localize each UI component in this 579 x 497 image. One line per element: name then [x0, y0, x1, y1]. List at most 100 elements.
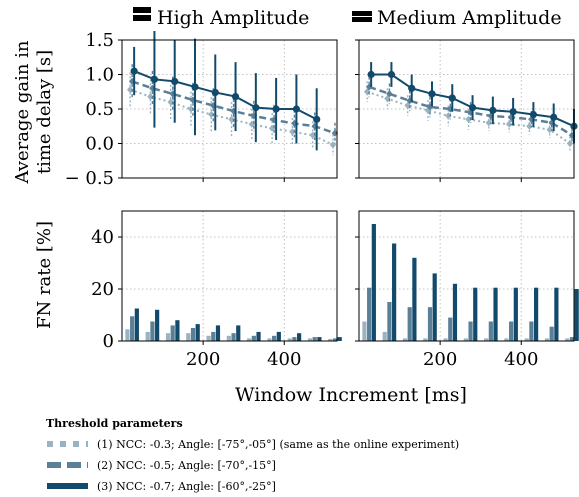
axes-frame: [121, 210, 338, 342]
bar-series3: [574, 289, 579, 341]
bar-series2: [448, 317, 453, 341]
marker-series2: [507, 113, 515, 121]
bar-series2: [367, 287, 372, 341]
bar-series1: [267, 338, 272, 341]
title-swatch-icon: [133, 15, 151, 21]
marker-series1: [126, 86, 134, 94]
bar-series1: [247, 338, 252, 341]
bar-series3: [317, 337, 322, 341]
bar-series2: [529, 321, 534, 341]
legend-entry-1: (1) NCC: -0.3; Angle: [-75°,-05°] (same …: [97, 438, 459, 451]
bar-series3: [392, 243, 397, 341]
marker-series3: [489, 106, 497, 114]
bar-series3: [236, 325, 241, 341]
column-title-right: Medium Amplitude: [352, 7, 562, 29]
marker-series2: [149, 84, 156, 92]
marker-series3: [292, 105, 301, 113]
bar-series1: [382, 331, 387, 341]
bar-series2: [251, 335, 256, 341]
bar-series2: [272, 335, 277, 341]
legend-title: Threshold parameters: [46, 417, 183, 430]
bar-series3: [215, 325, 221, 341]
bar-series1: [125, 329, 130, 341]
bar-series2: [569, 337, 575, 341]
marker-series2: [406, 97, 413, 105]
bar-series2: [231, 333, 236, 341]
marker-series3: [550, 113, 558, 121]
bar-series3: [195, 324, 200, 341]
bar-series2: [468, 321, 473, 341]
title-high-amplitude: High Amplitude: [157, 7, 309, 29]
bar-series1: [186, 333, 191, 341]
bar-series2: [387, 302, 392, 341]
bar-series2: [292, 337, 297, 341]
bar-series3: [256, 331, 261, 341]
bar-series3: [371, 224, 376, 341]
marker-series2: [528, 115, 535, 123]
marker-series2: [365, 83, 373, 91]
marker-series2: [548, 119, 555, 127]
bar-series3: [134, 308, 139, 341]
ytick-label: 0.5: [85, 99, 114, 120]
marker-series3: [150, 75, 159, 83]
legend-entry-3: (3) NCC: -0.7; Angle: [-60°,-25°]: [97, 480, 276, 493]
bar-series1: [565, 338, 570, 341]
bar-series2: [170, 325, 175, 341]
ytick-label: 1.5: [85, 30, 114, 51]
bar-series1: [443, 338, 448, 341]
marker-series1: [526, 122, 533, 130]
legend-entry-2: (2) NCC: -0.5; Angle: [-70°,-15°]: [97, 459, 276, 472]
bar-series2: [549, 326, 554, 341]
bar-series1: [484, 338, 489, 341]
bar-series1: [287, 338, 292, 341]
marker-series1: [505, 120, 513, 128]
bar-series3: [473, 287, 478, 341]
marker-series3: [313, 115, 321, 123]
bar-series3: [534, 287, 539, 341]
marker-series3: [231, 92, 240, 101]
marker-series3: [529, 110, 538, 119]
marker-series3: [387, 70, 396, 79]
marker-series3: [191, 83, 199, 91]
bar-series1: [328, 338, 333, 341]
bar-series1: [544, 338, 550, 341]
bar-series2: [427, 307, 433, 341]
marker-series1: [329, 141, 337, 149]
bar-series2: [488, 321, 493, 341]
xtick-label: 200: [423, 349, 457, 370]
bar-series2: [130, 316, 135, 341]
marker-series1: [485, 119, 493, 127]
panel-top-right: [355, 39, 578, 182]
legend: Threshold parameters (1) NCC: -0.3; Angl…: [46, 417, 459, 493]
bar-series1: [402, 338, 408, 341]
bar-series3: [337, 337, 342, 341]
bar-series3: [493, 287, 498, 341]
column-title-left: High Amplitude: [133, 7, 309, 29]
xlabel: Window Increment [ms]: [235, 384, 467, 406]
ylabel-top-line2: time delay [s]: [34, 50, 55, 174]
marker-series3: [509, 108, 517, 116]
marker-series2: [568, 131, 576, 139]
marker-series2: [189, 96, 197, 104]
bar-series1: [504, 338, 509, 341]
ytick-label: 1.0: [85, 65, 114, 86]
bar-series1: [524, 338, 529, 341]
ylabel-bottom: FN rate [%]: [34, 221, 55, 329]
marker-series3: [211, 88, 219, 97]
bar-series3: [432, 273, 437, 341]
ylabel-top-line1: Average gain in: [12, 40, 33, 184]
bar-series2: [312, 337, 317, 341]
bar-series1: [226, 335, 231, 341]
marker-series2: [169, 90, 176, 98]
bar-series1: [362, 321, 367, 341]
bar-series3: [554, 287, 559, 341]
marker-series3: [367, 70, 375, 79]
marker-series3: [448, 94, 456, 102]
title-swatch-icon: [133, 7, 151, 13]
bar-series1: [423, 338, 428, 341]
ytick-label: 0.0: [85, 134, 114, 155]
marker-series2: [128, 77, 136, 85]
bar-series1: [165, 333, 171, 341]
bar-series1: [307, 338, 313, 341]
bar-series3: [297, 333, 302, 341]
